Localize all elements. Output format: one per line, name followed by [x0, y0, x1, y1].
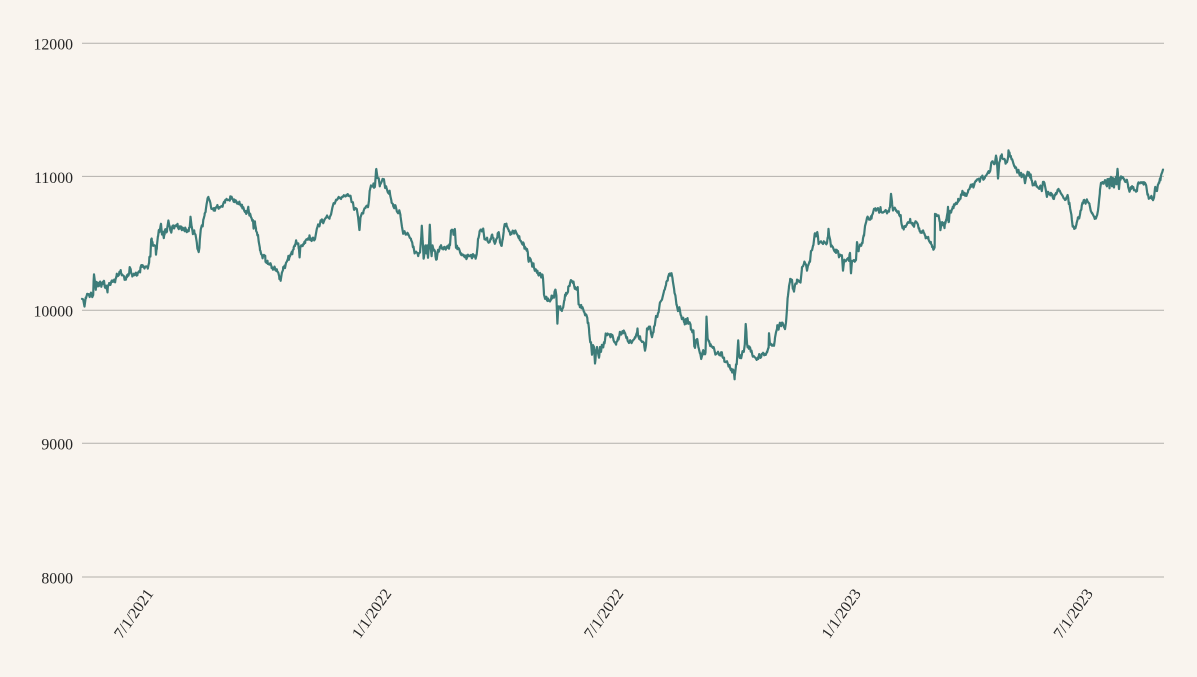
- svg-text:11000: 11000: [34, 170, 73, 187]
- svg-text:12000: 12000: [34, 37, 74, 54]
- svg-text:9000: 9000: [41, 437, 73, 454]
- svg-text:10000: 10000: [34, 304, 74, 321]
- svg-text:8000: 8000: [41, 570, 73, 587]
